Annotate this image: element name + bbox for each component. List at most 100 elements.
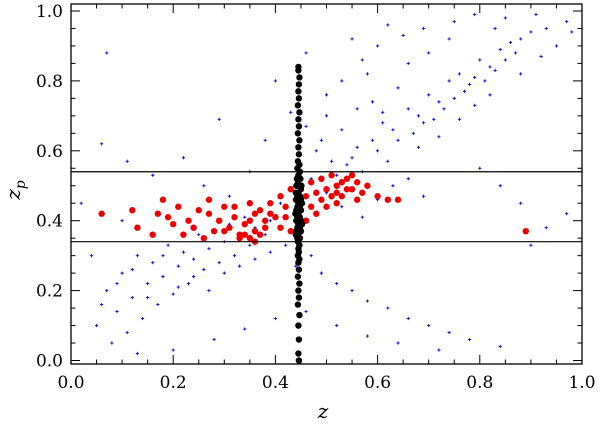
series-1-point-19 xyxy=(241,220,248,228)
series-1-point-41 xyxy=(348,186,356,193)
series-0-point-1 xyxy=(350,37,354,41)
series-0-point-73 xyxy=(105,289,109,293)
series-1-point-76 xyxy=(231,203,238,210)
series-2-point-12 xyxy=(295,144,302,151)
series-1-point-56 xyxy=(277,224,284,231)
series-0-point-163 xyxy=(304,124,308,128)
series-0-point-168 xyxy=(376,44,380,48)
series-1-point-26 xyxy=(272,214,279,221)
series-0-point-19 xyxy=(355,145,359,149)
series-0-point-172 xyxy=(473,12,477,17)
series-0-point-63 xyxy=(416,145,421,149)
series-1-point-74 xyxy=(205,196,213,203)
y-tick-label-4: 0.8 xyxy=(36,72,63,92)
series-2-point-68 xyxy=(292,210,299,217)
series-0-point-59 xyxy=(324,114,329,118)
series-0-point-86 xyxy=(207,247,211,251)
series-0-point-131 xyxy=(498,344,502,349)
series-0-point-27 xyxy=(447,79,451,83)
series-1-point-45 xyxy=(374,193,381,200)
series-2-point-23 xyxy=(293,182,300,189)
series-0-point-13 xyxy=(151,173,155,177)
series-0-point-91 xyxy=(243,215,247,219)
series-0-point-150 xyxy=(120,219,124,223)
series-0-point-55 xyxy=(396,86,400,90)
series-0-point-38 xyxy=(350,156,354,160)
series-1-point-23 xyxy=(256,207,264,214)
series-1-point-35 xyxy=(318,175,325,182)
series-0-point-75 xyxy=(120,271,124,275)
y-axis-label-main: z xyxy=(1,189,25,201)
series-1-point-10 xyxy=(195,207,202,214)
series-1-point-61 xyxy=(307,203,315,210)
axis-ticks xyxy=(70,4,583,364)
series-1-point-33 xyxy=(307,179,315,186)
series-0-point-120 xyxy=(294,264,298,268)
series-1-point-67 xyxy=(338,179,346,186)
series-0-point-61 xyxy=(355,107,359,111)
series-0-point-35 xyxy=(529,30,533,34)
series-1-point-34 xyxy=(313,189,320,196)
series-0-point-77 xyxy=(135,254,140,258)
series-0-point-15 xyxy=(263,138,267,142)
series-2-point-54 xyxy=(295,259,302,266)
series-1-point-63 xyxy=(318,196,325,203)
series-1-point-32 xyxy=(302,193,310,200)
series-0-point-84 xyxy=(192,257,196,261)
series-0-point-72 xyxy=(94,323,99,328)
series-0-point-128 xyxy=(427,323,431,328)
series-0-point-161 xyxy=(421,194,426,198)
series-2-point-5 xyxy=(295,95,303,102)
series-1-point-25 xyxy=(267,200,274,207)
series-0-point-117 xyxy=(253,257,257,261)
series-1-point-69 xyxy=(343,186,351,193)
series-2-point-13 xyxy=(295,151,303,158)
series-2-point-4 xyxy=(295,88,302,95)
series-0-point-98 xyxy=(140,316,145,321)
series-0-point-23 xyxy=(406,107,410,111)
series-0-point-49 xyxy=(473,75,477,79)
series-0-point-26 xyxy=(437,100,441,104)
y-tick-label-5: 1.0 xyxy=(36,2,63,22)
series-0-point-157 xyxy=(360,215,364,219)
series-0-point-44 xyxy=(421,121,426,125)
series-1-point-62 xyxy=(313,210,320,217)
series-1-point-13 xyxy=(210,227,218,235)
series-2-point-9 xyxy=(295,123,303,130)
series-0-point-165 xyxy=(324,93,329,97)
series-0-point-42 xyxy=(396,138,400,142)
series-0-point-95 xyxy=(278,201,283,205)
series-0-point-106 xyxy=(263,233,267,237)
series-1-point-54 xyxy=(261,224,269,231)
series-0-point-24 xyxy=(416,114,421,118)
series-0-point-105 xyxy=(248,243,252,247)
series-0-point-107 xyxy=(100,302,104,307)
x-tick-label-4: 0.8 xyxy=(466,373,493,393)
series-2-point-11 xyxy=(296,137,303,144)
series-0-point-22 xyxy=(391,128,395,132)
series-0-point-122 xyxy=(319,271,323,275)
series-2-point-61 xyxy=(296,311,303,319)
series-0-point-47 xyxy=(452,96,456,100)
series-0-point-142 xyxy=(529,243,533,247)
series-0-point-126 xyxy=(386,306,390,310)
series-0-point-46 xyxy=(442,107,446,111)
series-0-point-112 xyxy=(176,285,180,289)
series-2-point-3 xyxy=(295,81,303,88)
series-1-point-37 xyxy=(328,172,335,179)
series-0-point-156 xyxy=(340,205,344,209)
series-1-point-9 xyxy=(190,224,197,231)
series-0-point-31 xyxy=(488,65,492,69)
series-1-point-66 xyxy=(333,200,340,207)
x-tick-label-5: 1.0 xyxy=(568,373,595,393)
series-0-point-173 xyxy=(493,26,497,31)
series-0-point-115 xyxy=(222,271,226,275)
series-2-point-56 xyxy=(294,273,302,280)
series-0-point-50 xyxy=(483,79,487,83)
series-0-point-100 xyxy=(171,292,175,296)
series-0-point-0 xyxy=(105,51,109,55)
series-0-point-147 xyxy=(565,212,569,216)
series-1-point-1 xyxy=(129,207,136,214)
series-0-point-10 xyxy=(125,159,129,163)
series-0-point-41 xyxy=(386,159,390,163)
